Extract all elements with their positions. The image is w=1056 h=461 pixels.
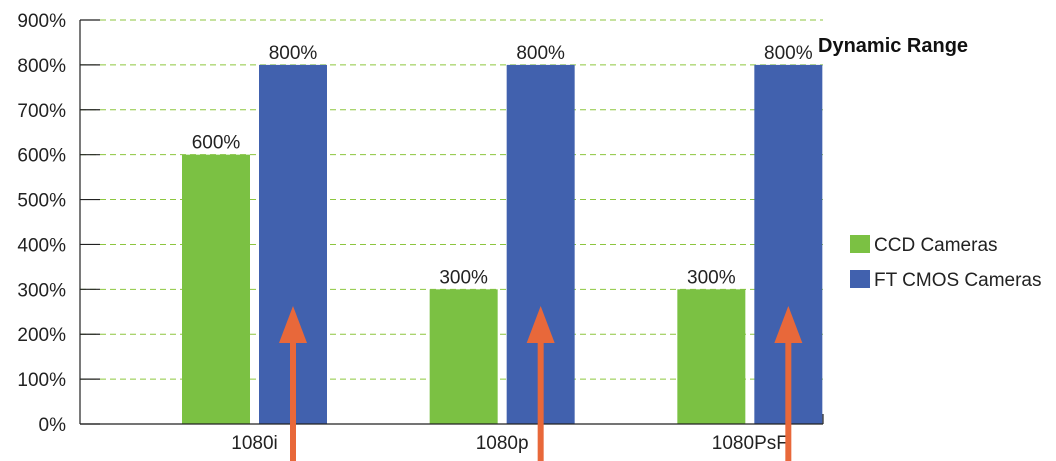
y-axis: 0% 100% 200% 300% 400% 500% 600% 700% 800% 900% xyxy=(17,11,100,436)
y-tick-label: 0% xyxy=(39,415,67,436)
y-tick-label: 400% xyxy=(17,235,66,256)
y-tick-label: 100% xyxy=(17,370,66,391)
legend-swatch xyxy=(850,235,870,253)
bar-ccd-cameras-1080p xyxy=(429,289,498,424)
legend-swatch xyxy=(850,270,870,288)
data-labels: 600% 800% 300% 800% 300% 800% xyxy=(192,43,813,288)
annotation-arrows xyxy=(279,306,803,461)
y-tick-label: 800% xyxy=(17,56,66,77)
legend-item: FT CMOS Cameras xyxy=(850,270,1042,291)
x-category-label: 1080i xyxy=(231,433,278,454)
x-category-label: 1080PsF xyxy=(712,433,788,454)
data-label: 300% xyxy=(687,267,736,288)
legend-item: CCD Cameras xyxy=(850,235,998,256)
bar-ccd-cameras-1080psf xyxy=(677,289,746,424)
data-label: 800% xyxy=(764,43,813,64)
y-tick-label: 700% xyxy=(17,101,66,122)
y-tick-label: 200% xyxy=(17,325,66,346)
y-tick-label: 500% xyxy=(17,191,66,212)
legend: CCD Cameras FT CMOS Cameras xyxy=(850,235,1042,291)
up-arrow-icon xyxy=(774,306,803,461)
data-label: 800% xyxy=(269,43,318,64)
legend-label: FT CMOS Cameras xyxy=(874,270,1042,291)
up-arrow-icon xyxy=(526,306,555,461)
y-tick-label: 600% xyxy=(17,146,66,167)
x-category-label: 1080p xyxy=(476,433,529,454)
data-label: 600% xyxy=(192,133,241,154)
y-tick-label: 300% xyxy=(17,280,66,301)
data-label: 800% xyxy=(516,43,565,64)
chart-title: Dynamic Range xyxy=(818,35,968,57)
y-tick-label: 900% xyxy=(17,11,66,32)
up-arrow-icon xyxy=(279,306,307,461)
x-axis: 1080i 1080p 1080PsF xyxy=(80,414,824,454)
legend-label: CCD Cameras xyxy=(874,235,998,256)
data-label: 300% xyxy=(439,267,488,288)
bar-ccd-cameras-1080i xyxy=(182,154,250,424)
